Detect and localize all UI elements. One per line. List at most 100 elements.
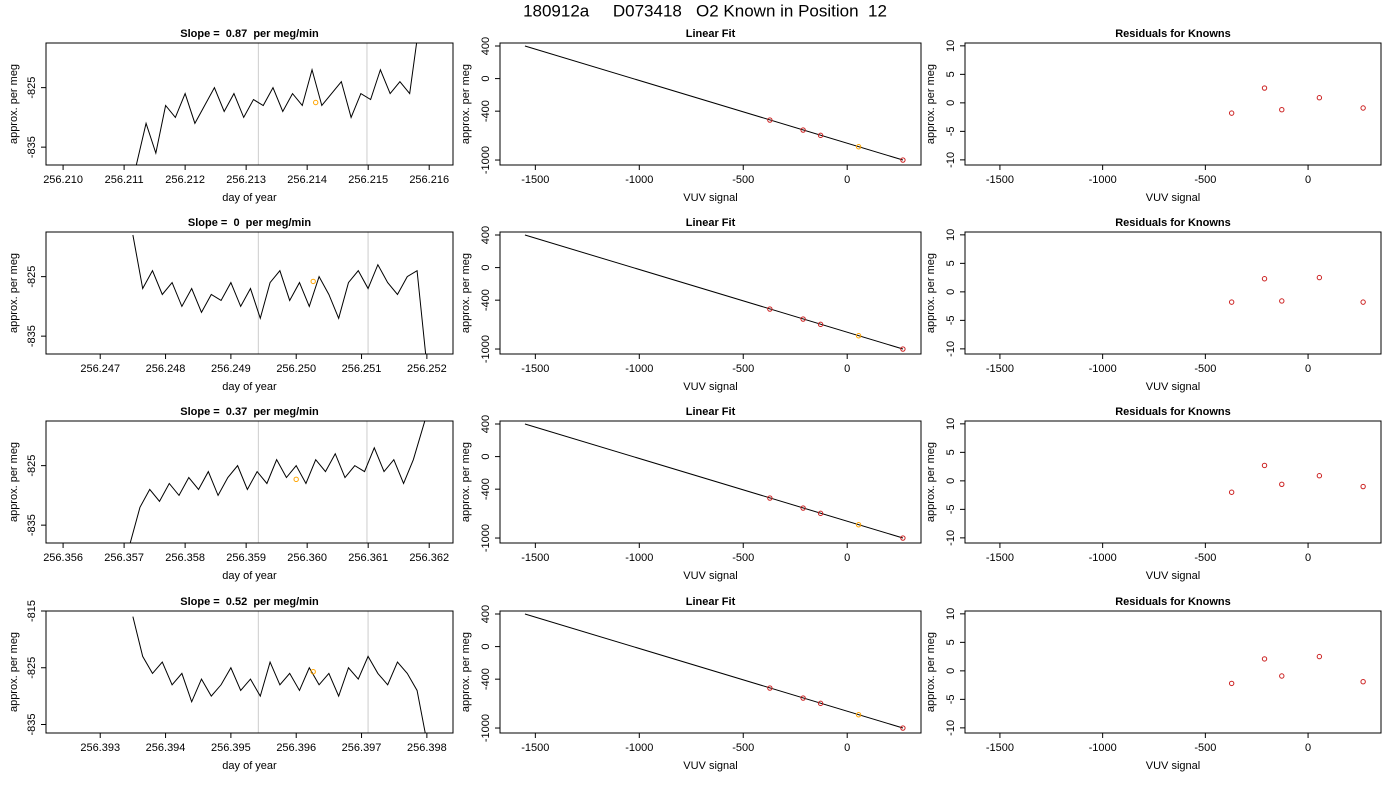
x-tick-label: 256.247 <box>80 363 120 375</box>
data-point <box>817 510 824 517</box>
x-tick-label: -1500 <box>521 174 549 186</box>
panel-title: Residuals for Knowns <box>1115 28 1231 40</box>
x-tick-label: 256.216 <box>409 174 449 186</box>
panel: Residuals for Knowns VUV signal approx. pe… <box>925 217 1382 393</box>
x-tick-label: -500 <box>1194 742 1216 754</box>
data-point <box>1228 110 1235 116</box>
y-tick-label: 10 <box>945 229 957 241</box>
x-tick-label: -1500 <box>986 552 1014 564</box>
x-tick-label: 256.248 <box>146 363 186 375</box>
plot-frame <box>45 42 454 166</box>
data-point <box>1279 298 1285 304</box>
panel-title: Linear Fit <box>686 28 736 40</box>
y-tick-label: -5 <box>945 315 957 325</box>
x-tick-label: 256.360 <box>287 552 327 564</box>
y-tick-label: 10 <box>945 608 957 620</box>
y-tick-label: -1000 <box>480 335 492 363</box>
plot-area <box>524 234 906 352</box>
x-tick-label: 256.394 <box>146 742 186 754</box>
data-point <box>1228 489 1235 495</box>
x-tick-label: 0 <box>1305 552 1311 564</box>
x-tick-label: 0 <box>844 174 850 186</box>
panel-title: Residuals for Knowns <box>1115 406 1231 418</box>
y-tick-label: -10 <box>945 720 957 736</box>
y-axis-label: approx. per meg <box>460 442 472 522</box>
y-tick-label: -835 <box>26 136 38 158</box>
x-tick-label: 256.252 <box>407 363 447 375</box>
y-tick-label: 5 <box>945 260 957 266</box>
plot-frame <box>45 420 454 544</box>
y-axis-label: approx. per meg <box>8 632 20 712</box>
panel: Residuals for Knowns VUV signal approx. pe… <box>925 406 1382 582</box>
y-tick-label: 5 <box>945 449 957 455</box>
x-tick-label: 256.361 <box>348 552 388 564</box>
y-tick-label: -1000 <box>480 714 492 742</box>
data-point <box>767 117 773 123</box>
y-tick-label: -400 <box>480 478 492 500</box>
y-tick-label: 400 <box>480 37 492 55</box>
plot-area <box>524 45 906 163</box>
y-axis-label: approx. per meg <box>8 64 20 144</box>
data-point <box>817 321 824 328</box>
x-tick-label: 256.215 <box>348 174 388 186</box>
plot-area <box>132 611 426 733</box>
data-point <box>900 725 906 731</box>
data-point <box>1261 462 1268 469</box>
x-axis-label: VUV signal <box>1146 760 1200 772</box>
y-tick-label: 0 <box>480 265 492 271</box>
y-tick-label: 5 <box>945 639 957 645</box>
x-tick-label: 256.214 <box>287 174 327 186</box>
y-tick-label: -825 <box>26 266 38 288</box>
y-tick-label: 400 <box>480 605 492 623</box>
y-tick-label: 400 <box>480 415 492 433</box>
data-line <box>132 616 426 733</box>
data-point <box>900 157 906 163</box>
x-axis-label: day of year <box>222 760 277 772</box>
x-tick-label: 0 <box>844 742 850 754</box>
y-axis-label: approx. per meg <box>460 632 472 712</box>
x-axis-label: day of year <box>222 192 277 204</box>
data-point <box>1360 299 1366 305</box>
x-tick-label: -500 <box>732 363 754 375</box>
x-tick-label: 256.213 <box>226 174 266 186</box>
y-tick-label: 400 <box>480 226 492 244</box>
y-axis-label: approx. per meg <box>925 632 937 712</box>
x-tick-label: -1500 <box>986 174 1014 186</box>
x-tick-label: 256.395 <box>211 742 251 754</box>
data-point <box>800 127 806 133</box>
x-tick-label: 256.362 <box>409 552 449 564</box>
x-axis-label: VUV signal <box>683 381 737 393</box>
panel: Linear Fit VUV signal approx. per meg -1500… <box>460 406 922 582</box>
data-point <box>900 535 906 541</box>
plot-frame <box>499 42 922 166</box>
panel-title: Residuals for Knowns <box>1115 596 1231 608</box>
y-tick-label: -825 <box>26 77 38 99</box>
x-axis-label: VUV signal <box>1146 192 1200 204</box>
fit-line <box>524 423 904 539</box>
panel-title: Linear Fit <box>686 596 736 608</box>
data-line <box>129 421 426 543</box>
x-tick-label: -1000 <box>1089 174 1117 186</box>
y-tick-label: -825 <box>26 657 38 679</box>
plot-area <box>1228 274 1366 305</box>
y-tick-label: -1000 <box>480 146 492 174</box>
plot-frame <box>45 231 454 355</box>
x-tick-label: -1000 <box>625 363 653 375</box>
plot-area <box>1228 85 1366 116</box>
fit-line <box>524 613 904 729</box>
x-tick-label: -1000 <box>625 552 653 564</box>
plot-frame <box>964 420 1382 544</box>
y-axis-label: approx. per meg <box>925 442 937 522</box>
plot-frame <box>964 231 1382 355</box>
highlight-point <box>310 669 316 675</box>
y-tick-label: -10 <box>945 152 957 168</box>
y-axis-label: approx. per meg <box>8 253 20 333</box>
y-tick-label: -835 <box>26 713 38 735</box>
data-point <box>1316 274 1323 281</box>
x-tick-label: -500 <box>732 742 754 754</box>
x-tick-label: 256.210 <box>43 174 83 186</box>
x-tick-label: -1500 <box>521 363 549 375</box>
y-tick-label: -400 <box>480 668 492 690</box>
x-tick-label: 256.396 <box>276 742 316 754</box>
